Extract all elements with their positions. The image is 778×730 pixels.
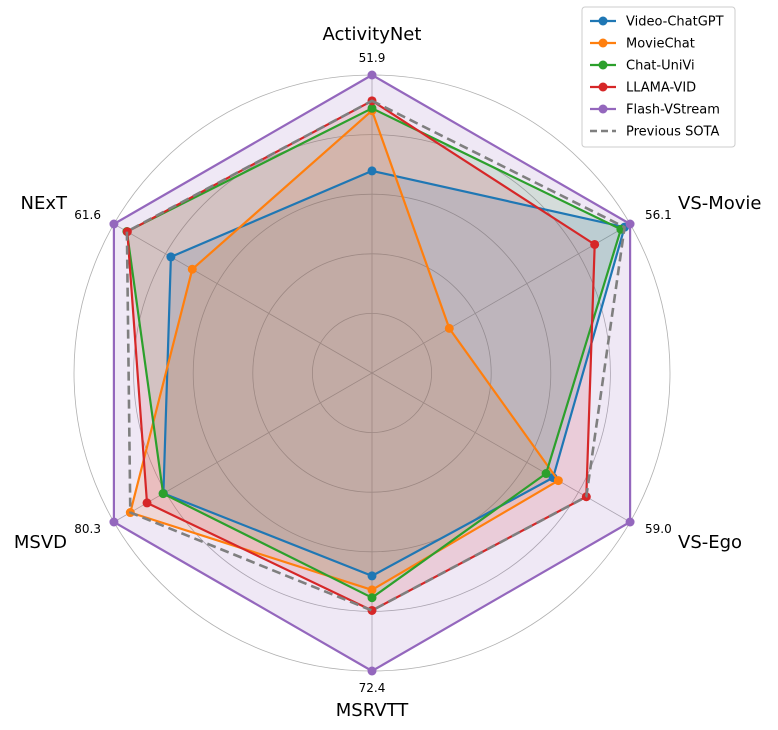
- data-point-flash-vstream-msrvtt: [367, 666, 377, 676]
- axis-label-msvd: MSVD: [14, 532, 67, 553]
- data-point-flash-vstream-activitynet: [367, 70, 377, 80]
- data-point-video-chatgpt-activitynet: [367, 166, 377, 176]
- legend-item-chat-univi: Chat-UniVi: [590, 59, 695, 74]
- data-point-moviechat-vs-ego: [553, 476, 563, 486]
- legend-label-previous-sota: Previous SOTA: [626, 125, 719, 140]
- legend: Video-ChatGPT MovieChat Chat-UniVi LLAMA-VI…: [581, 6, 736, 148]
- data-point-flash-vstream-vs-movie: [625, 219, 635, 229]
- legend-box: [581, 6, 736, 148]
- data-point-moviechat-msrvtt: [367, 585, 377, 595]
- legend-label-flash-vstream: Flash-VStream: [626, 103, 720, 118]
- data-point-chat-univi-msrvtt: [367, 593, 377, 603]
- axis-max-label-vs-movie: 56.1: [645, 208, 672, 222]
- data-point-flash-vstream-next: [109, 219, 119, 229]
- axis-max-label-next: 61.6: [74, 208, 101, 222]
- data-point-chat-univi-activitynet: [367, 103, 377, 113]
- axis-label-next: NExT: [21, 193, 68, 214]
- data-point-llama-vid-msvd: [142, 498, 152, 508]
- spoke-msvd: [113, 372, 373, 523]
- legend-item-video-chatgpt: Video-ChatGPT: [590, 15, 724, 30]
- series-area-flash-vstream: [113, 75, 631, 671]
- legend-marker-flash-vstream: [598, 104, 608, 114]
- data-point-moviechat-vs-movie: [444, 323, 454, 333]
- series-area-llama-vid: [127, 100, 595, 611]
- legend-label-chat-univi: Chat-UniVi: [626, 59, 695, 74]
- legend-marker-moviechat: [598, 38, 608, 48]
- legend-marker-chat-univi: [598, 60, 608, 70]
- axis-label-msrvtt: MSRVTT: [336, 700, 409, 721]
- data-point-chat-univi-msvd: [158, 489, 168, 499]
- legend-label-video-chatgpt: Video-ChatGPT: [626, 15, 724, 30]
- data-point-flash-vstream-msvd: [109, 517, 119, 527]
- legend-marker-video-chatgpt: [598, 16, 608, 26]
- data-point-chat-univi-vs-ego: [541, 469, 551, 479]
- axis-max-label-vs-ego: 59.0: [645, 522, 672, 536]
- legend-item-llama-vid: LLAMA-VID: [590, 81, 696, 96]
- axis-max-label-activitynet: 51.9: [359, 51, 386, 65]
- data-point-moviechat-next: [187, 264, 197, 274]
- legend-label-moviechat: MovieChat: [626, 37, 695, 52]
- series-line-previous-sota: [125, 99, 626, 612]
- series-fills: [113, 75, 631, 671]
- axis-labels: ActivityNet 51.9 VS-Movie 56.1 VS-Ego 59.0 MSR…: [14, 24, 762, 721]
- legend-item-previous-sota: Previous SOTA: [590, 125, 719, 140]
- series-area-video-chatgpt: [163, 170, 625, 576]
- spoke-next: [113, 223, 373, 374]
- legend-marker-llama-vid: [598, 82, 608, 92]
- spoke-vs-movie: [371, 223, 631, 374]
- data-point-flash-vstream-vs-ego: [625, 517, 635, 527]
- legend-label-llama-vid: LLAMA-VID: [626, 81, 696, 96]
- axis-label-vs-ego: VS-Ego: [678, 532, 742, 553]
- series-lines: [109, 70, 635, 676]
- data-point-video-chatgpt-next: [166, 252, 176, 262]
- series-area-chat-univi: [126, 108, 621, 598]
- axis-label-activitynet: ActivityNet: [323, 24, 422, 45]
- data-point-video-chatgpt-msrvtt: [367, 571, 377, 581]
- legend-item-flash-vstream: Flash-VStream: [590, 103, 720, 118]
- data-point-llama-vid-vs-movie: [590, 239, 600, 249]
- legend-item-moviechat: MovieChat: [590, 37, 695, 52]
- axis-max-label-msrvtt: 72.4: [359, 681, 386, 695]
- axis-label-vs-movie: VS-Movie: [678, 193, 762, 214]
- axis-max-label-msvd: 80.3: [74, 522, 101, 536]
